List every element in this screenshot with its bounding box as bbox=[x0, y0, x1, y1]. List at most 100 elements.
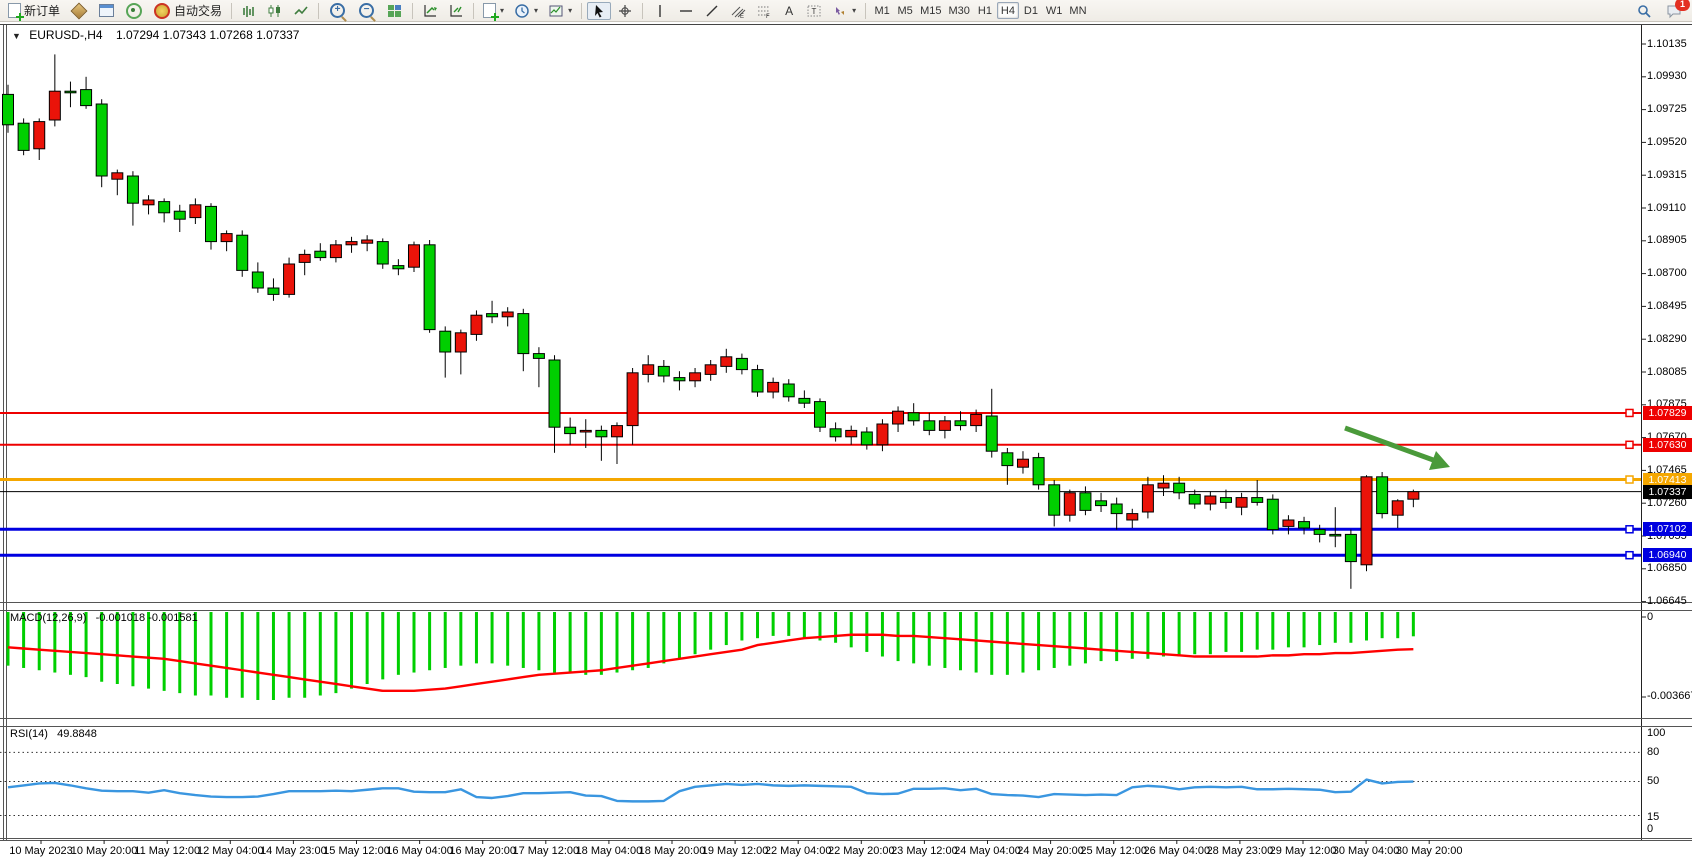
new-order-button[interactable]: 新订单 bbox=[4, 2, 64, 21]
line-chart-button[interactable] bbox=[289, 2, 313, 20]
trendline-button[interactable] bbox=[700, 2, 724, 20]
indicator-list-button[interactable] bbox=[444, 2, 468, 20]
candle-body bbox=[548, 359, 561, 428]
terminal-icon bbox=[99, 4, 115, 17]
candle-body bbox=[298, 253, 311, 263]
candle-body bbox=[1204, 495, 1217, 505]
time-axis-label: 24 May 04:00 bbox=[954, 845, 1021, 857]
crosshair-button[interactable] bbox=[613, 2, 637, 20]
price-level-badge: 1.07102 bbox=[1643, 522, 1692, 537]
timeframe-M30[interactable]: M30 bbox=[946, 2, 973, 19]
candle-body bbox=[173, 210, 186, 220]
resistance-line-1-handle[interactable] bbox=[1625, 408, 1634, 418]
timeframe-M5[interactable]: M5 bbox=[894, 2, 916, 19]
candle-body bbox=[111, 172, 124, 180]
timeframe-D1[interactable]: D1 bbox=[1020, 2, 1042, 19]
svg-text:F: F bbox=[766, 14, 770, 19]
notifications-button[interactable]: 1 bbox=[1662, 0, 1690, 20]
candle-body bbox=[470, 314, 483, 335]
zoom-in-button[interactable]: + bbox=[324, 2, 351, 20]
candle-body bbox=[439, 330, 452, 353]
templates-button[interactable]: ▾ bbox=[544, 2, 576, 20]
new-chart-button[interactable]: ▾ bbox=[479, 2, 508, 21]
text-button[interactable]: A bbox=[778, 2, 800, 20]
candle-body bbox=[1079, 492, 1092, 511]
search-button[interactable] bbox=[1632, 2, 1656, 20]
candle-body bbox=[407, 244, 420, 268]
candle-body bbox=[1391, 500, 1404, 516]
support-line-2-handle[interactable] bbox=[1625, 550, 1634, 560]
candle-body bbox=[579, 429, 592, 433]
candle-body bbox=[860, 431, 873, 446]
timeframe-M1[interactable]: M1 bbox=[871, 2, 893, 19]
timeframe-strip: M1 M5 M15 M30 H1 H4 D1 W1 MN bbox=[871, 2, 1089, 19]
svg-text:T: T bbox=[812, 7, 817, 16]
vertical-line-button[interactable] bbox=[648, 2, 672, 20]
market-symbols-button[interactable] bbox=[66, 2, 92, 20]
candle-body bbox=[673, 377, 686, 382]
trend-arrow-head[interactable] bbox=[1429, 451, 1450, 470]
candle-body bbox=[1157, 482, 1170, 489]
rsi-line bbox=[7, 778, 1414, 803]
candlestick-chart-button[interactable] bbox=[263, 2, 287, 20]
arrows-button[interactable]: ▾ bbox=[828, 2, 860, 20]
text-label-button[interactable]: T bbox=[802, 2, 826, 20]
crosshair-icon bbox=[619, 4, 632, 17]
chevron-down-icon: ▾ bbox=[852, 6, 857, 15]
horizontal-line-button[interactable] bbox=[674, 2, 698, 20]
equidistant-channel-icon: E bbox=[731, 6, 746, 19]
candle-body bbox=[829, 428, 842, 438]
candle-body bbox=[1329, 533, 1342, 537]
symbol-period: EURUSD-,H4 bbox=[29, 28, 103, 42]
tile-windows-icon bbox=[388, 4, 402, 17]
candle-body bbox=[1188, 493, 1201, 505]
candle-body bbox=[345, 241, 358, 246]
periods-button[interactable]: ▾ bbox=[510, 2, 542, 20]
candle-body bbox=[813, 401, 826, 428]
candle-body bbox=[704, 364, 717, 375]
chart-menu-triangle-icon[interactable]: ▼ bbox=[12, 31, 21, 41]
timeframe-H1[interactable]: H1 bbox=[974, 2, 996, 19]
support-line-1-handle[interactable] bbox=[1625, 525, 1634, 534]
template-icon bbox=[549, 5, 563, 16]
autotrade-button[interactable]: 自动交易 bbox=[149, 2, 226, 20]
candle-body bbox=[642, 364, 655, 375]
timeframe-H4[interactable]: H4 bbox=[996, 2, 1019, 19]
terminal-button[interactable] bbox=[94, 2, 119, 20]
tile-windows-button[interactable] bbox=[382, 2, 407, 20]
candle-body bbox=[1313, 529, 1326, 535]
candle-body bbox=[1001, 452, 1014, 467]
autotrade-icon bbox=[154, 2, 171, 19]
pivot-line-handle[interactable] bbox=[1625, 475, 1634, 484]
time-axis-label: 23 May 12:00 bbox=[891, 845, 958, 857]
candle-body bbox=[1016, 458, 1029, 468]
timeframe-MN[interactable]: MN bbox=[1066, 2, 1089, 19]
indicator-list-icon bbox=[450, 4, 463, 17]
equidistant-channel-button[interactable]: E bbox=[726, 2, 750, 20]
price-tick-label: 1.08905 bbox=[1647, 234, 1687, 247]
toolbar-separator bbox=[231, 2, 233, 19]
candle-body bbox=[95, 103, 108, 177]
fibonacci-button[interactable]: F bbox=[752, 2, 776, 20]
trend-arrow[interactable] bbox=[1344, 425, 1437, 464]
bar-chart-icon bbox=[243, 5, 254, 17]
zoom-out-button[interactable]: − bbox=[353, 2, 380, 20]
candle-body bbox=[985, 415, 998, 452]
cursor-button[interactable] bbox=[587, 1, 612, 20]
bar-chart-button[interactable] bbox=[237, 2, 261, 20]
candle-body bbox=[1219, 497, 1232, 503]
candle-body bbox=[33, 121, 46, 150]
signal-button[interactable] bbox=[121, 2, 147, 20]
price-tick-label: 1.08700 bbox=[1647, 267, 1687, 280]
rsi-axis-label: 50 bbox=[1647, 775, 1660, 787]
timeframe-M15[interactable]: M15 bbox=[917, 2, 944, 19]
resistance-line-2-handle[interactable] bbox=[1625, 440, 1634, 450]
indicators-button[interactable] bbox=[418, 2, 442, 20]
candle-body bbox=[735, 357, 748, 371]
candle-body bbox=[1251, 497, 1264, 503]
candle-body bbox=[267, 287, 280, 295]
toolbar: 新订单 自动交易 + − ▾ ▾ ▾ E F A T ▾ bbox=[0, 0, 1692, 22]
new-order-icon bbox=[8, 3, 24, 21]
timeframe-W1[interactable]: W1 bbox=[1043, 2, 1066, 19]
